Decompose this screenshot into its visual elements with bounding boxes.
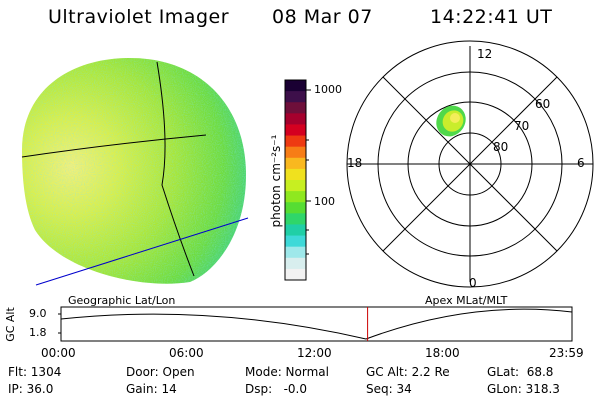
colorbar-band [285,146,306,159]
gc-alt-axis-title: GC Alt [3,307,17,342]
colorbar-band [285,124,306,137]
auroral-boundary-line [35,217,249,286]
colorbar-unit-label: photon cm⁻²s⁻¹ [269,134,283,228]
mlat-label-80: 80 [493,140,509,154]
colorbar-band [285,80,306,92]
time-tick-2359: 23:59 [549,346,584,360]
mlt-label-6: 6 [577,156,585,170]
colorbar-band [285,102,306,114]
date-label: 08 Mar 07 [272,6,373,28]
colorbar [285,80,306,281]
time-tick-0000: 00:00 [41,346,76,360]
geographic-latitude: GLat: 68.8 [487,365,554,379]
mlt-label-0: 0 [469,276,477,290]
colorbar-band [285,235,306,248]
gc-altitude-value: GC Alt: 2.2 Re [366,365,450,379]
dsp-value: Dsp: -0.0 [245,382,308,396]
mode-status: Mode: Normal [245,365,329,379]
geographic-longitude: GLon: 318.3 [487,382,560,396]
door-status: Door: Open [126,365,195,379]
time-tick-1200: 12:00 [297,346,332,360]
mlat-label-70: 70 [514,119,530,133]
time-tick-0600: 06:00 [169,346,204,360]
gc-alt-tick-1-8: 1.8 [29,326,47,339]
mlt-label-18: 18 [347,156,363,170]
mlat-label-60: 60 [535,97,551,111]
colorbar-tick-100: 100 [314,195,335,208]
auroral-emission-blob [436,105,466,137]
colorbar-band [285,268,306,281]
colorbar-band [285,257,306,270]
gc-alt-tick-9: 9.0 [29,307,47,320]
ip-value: IP: 36.0 [8,382,54,396]
colorbar-band [285,157,306,170]
instrument-title: Ultraviolet Imager [48,6,230,28]
apex-caption: Apex MLat/MLT [425,294,508,307]
polar-plot [346,40,594,288]
colorbar-tick-1000: 1000 [314,83,342,96]
time-label: 14:22:41 UT [430,6,553,28]
gain-value: Gain: 14 [126,382,177,396]
time-tick-1800: 18:00 [425,346,460,360]
flight-number: Flt: 1304 [8,365,62,379]
geo-grid-meridian [156,61,195,277]
sequence-number: Seq: 34 [366,382,412,396]
colorbar-band [285,113,306,125]
geo-grid-parallel [21,134,207,158]
colorbar-band [285,135,306,148]
earth-disk-image [22,58,246,284]
colorbar-band [285,180,306,192]
geographic-caption: Geographic Lat/Lon [68,294,176,307]
colorbar-band [285,168,306,181]
colorbar-band [285,224,306,237]
colorbar-band [285,191,306,203]
colorbar-band [285,91,306,103]
colorbar-band [285,202,306,214]
colorbar-band [285,246,306,259]
colorbar-band [285,213,306,225]
gc-altitude-timeline [58,306,573,342]
mlt-label-12: 12 [477,47,493,61]
